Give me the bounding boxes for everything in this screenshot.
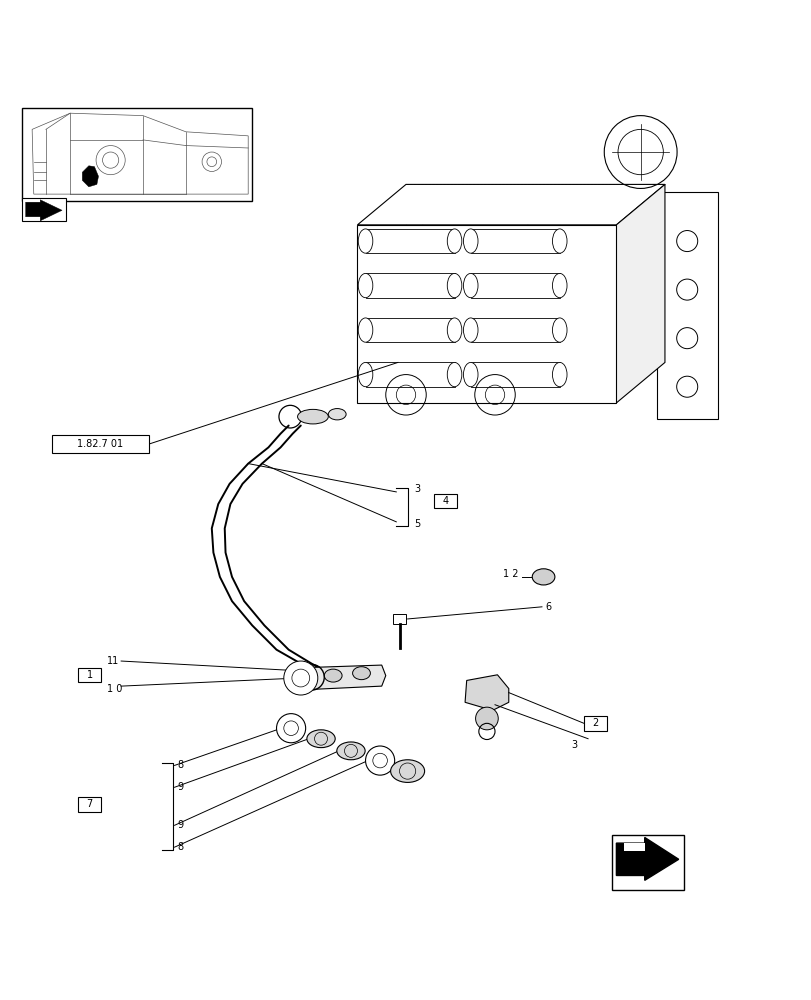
Bar [611,835,683,890]
Ellipse shape [358,273,372,298]
Ellipse shape [463,362,478,387]
Text: 1 2: 1 2 [503,569,518,579]
Text: 9: 9 [177,782,183,792]
Ellipse shape [358,362,372,387]
Ellipse shape [324,669,341,682]
Polygon shape [624,843,644,851]
Bar [393,614,406,624]
Polygon shape [357,225,616,403]
Ellipse shape [358,318,372,342]
Bar [22,198,66,221]
Text: 8: 8 [177,842,183,852]
Text: 6: 6 [544,602,551,612]
Ellipse shape [447,229,461,253]
Bar [78,797,101,812]
Ellipse shape [447,318,461,342]
Polygon shape [308,665,385,689]
Polygon shape [82,166,98,187]
Ellipse shape [551,318,566,342]
Text: 11: 11 [107,656,119,666]
Bar [51,435,148,453]
Ellipse shape [352,667,370,680]
Text: 7: 7 [86,799,92,809]
Ellipse shape [551,273,566,298]
Ellipse shape [447,362,461,387]
Circle shape [277,714,305,743]
Ellipse shape [297,409,328,424]
Ellipse shape [328,409,345,420]
Text: 9: 9 [177,820,183,830]
Text: 5: 5 [414,519,420,529]
Text: 1: 1 [87,670,92,680]
Text: 4: 4 [442,496,448,506]
Ellipse shape [358,229,372,253]
Text: 2: 2 [591,718,598,728]
Ellipse shape [551,362,566,387]
Ellipse shape [390,760,424,782]
Bar [583,716,606,731]
Bar [78,668,101,682]
Ellipse shape [531,569,554,585]
Ellipse shape [447,273,461,298]
Polygon shape [616,184,664,403]
Ellipse shape [551,229,566,253]
Circle shape [365,746,394,775]
Bar [656,192,717,419]
Ellipse shape [337,742,365,760]
Polygon shape [616,837,678,880]
Ellipse shape [307,730,335,748]
Circle shape [284,661,317,695]
Ellipse shape [463,229,478,253]
Circle shape [475,707,498,730]
Ellipse shape [463,273,478,298]
Polygon shape [26,200,62,221]
Ellipse shape [463,318,478,342]
Bar [22,108,252,201]
Text: 8: 8 [177,760,183,770]
Bar [434,494,457,508]
Polygon shape [357,184,664,225]
Polygon shape [465,675,508,710]
Text: 3: 3 [571,740,577,750]
Text: 1 0: 1 0 [107,684,122,694]
Text: 3: 3 [414,484,420,494]
Text: 1.82.7 01: 1.82.7 01 [77,439,123,449]
